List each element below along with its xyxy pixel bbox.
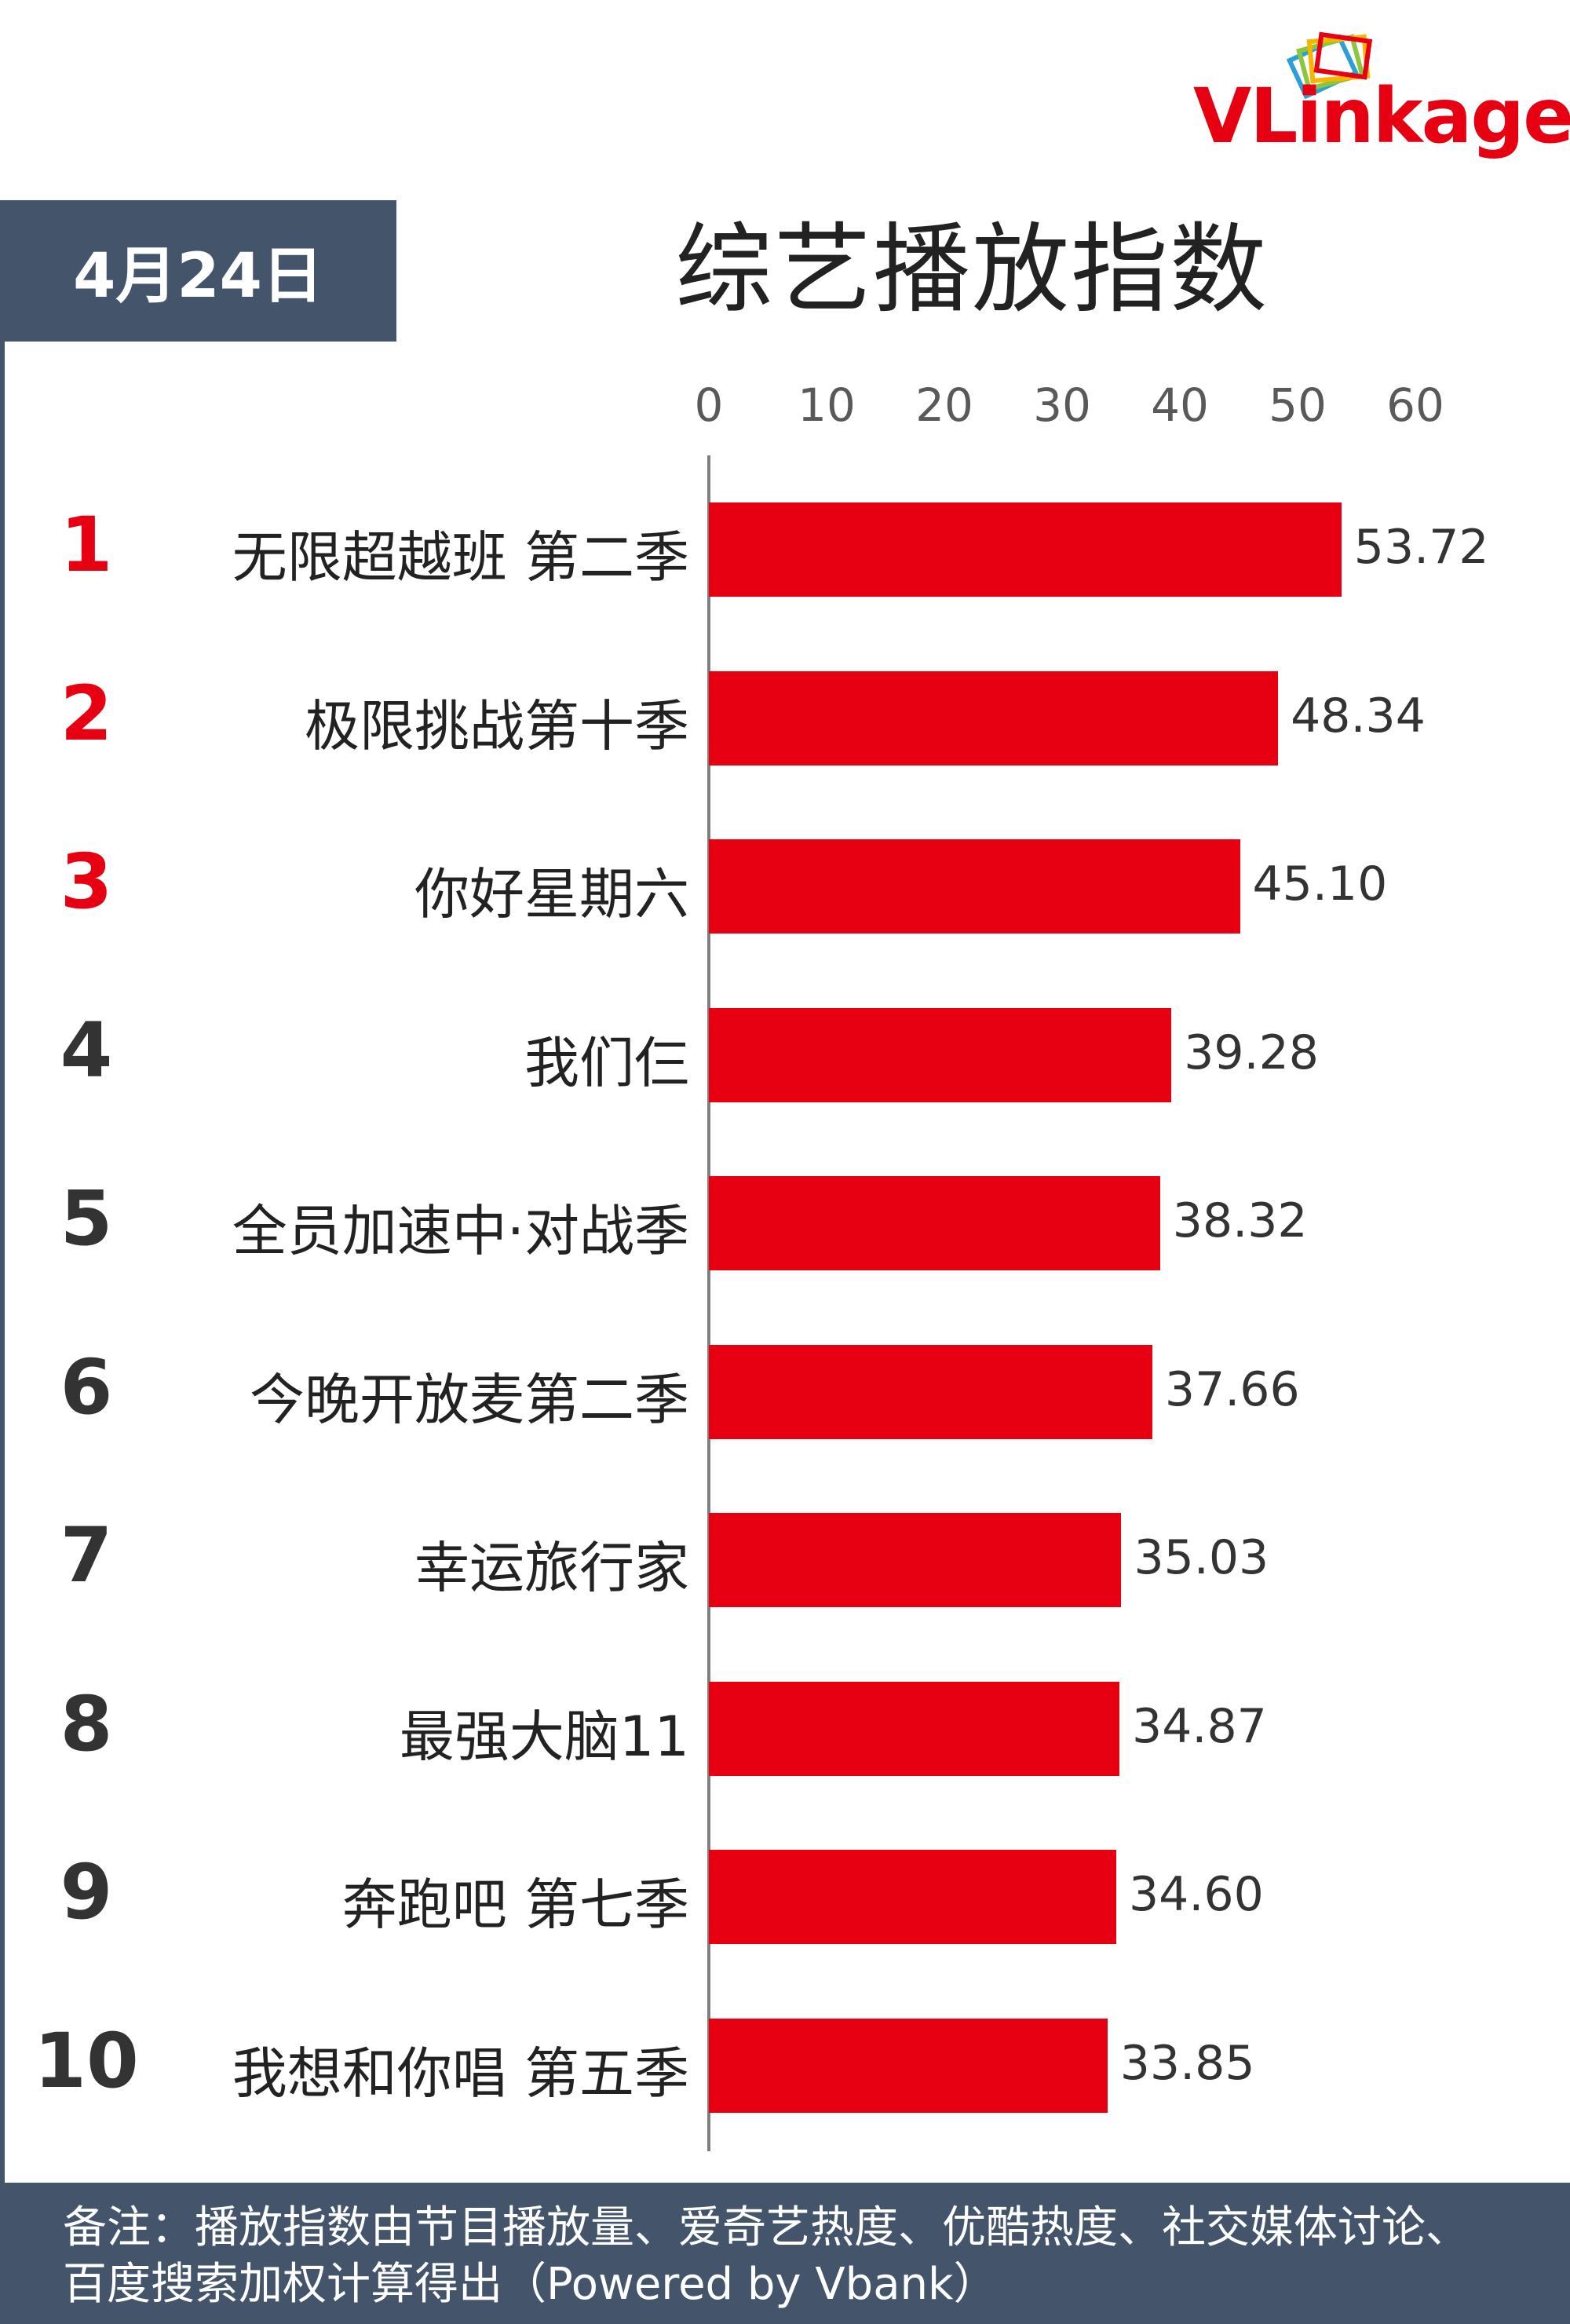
rank-number: 1 — [60, 501, 113, 589]
x-tick-label: 40 — [1151, 378, 1209, 432]
bar-value-label: 48.34 — [1291, 688, 1426, 744]
rank-number: 6 — [60, 1343, 113, 1431]
show-name-label: 最强大脑11 — [399, 1704, 689, 1769]
bar-value-label: 37.66 — [1164, 1361, 1300, 1417]
show-name-label: 今晚开放麦第二季 — [250, 1367, 689, 1432]
show-name-label: 我想和你唱 第五季 — [232, 2041, 689, 2106]
rank-number: 8 — [60, 1679, 113, 1768]
chart-title: 综艺播放指数 — [675, 214, 1269, 327]
show-name-label: 极限挑战第十季 — [305, 693, 689, 758]
bar-value-label: 34.87 — [1132, 1698, 1267, 1754]
rank-number: 10 — [34, 2016, 139, 2105]
x-tick-label: 60 — [1386, 378, 1444, 432]
show-name-label: 我们仨 — [524, 1030, 689, 1095]
bar-value-label: 38.32 — [1172, 1193, 1308, 1248]
x-tick-label: 20 — [915, 378, 973, 432]
bar — [709, 839, 1240, 934]
rank-number: 4 — [60, 1006, 113, 1094]
vlinkage-logo: VLinkage — [1193, 24, 1570, 173]
bar — [709, 1007, 1172, 1102]
bar — [709, 1176, 1160, 1270]
show-name-label: 奔跑吧 第七季 — [341, 1873, 689, 1937]
bar — [709, 1344, 1152, 1439]
show-name-label: 全员加速中·对战季 — [232, 1199, 689, 1263]
bar — [709, 1513, 1122, 1607]
x-tick-label: 30 — [1033, 378, 1091, 432]
x-tick-label: 0 — [694, 378, 724, 432]
logo-wordmark: VLinkage — [1193, 72, 1570, 160]
x-tick-label: 50 — [1269, 378, 1327, 432]
bar — [709, 1681, 1120, 1776]
footer-note-panel: 备注：播放指数由节目播放量、爱奇艺热度、优酷热度、社交媒体讨论、百度搜索加权计算… — [0, 2183, 1570, 2324]
left-accent-bar — [0, 200, 5, 2198]
bar — [709, 1850, 1116, 1944]
rank-number: 3 — [60, 838, 113, 926]
bar-value-label: 33.85 — [1119, 2035, 1255, 2091]
y-axis-line — [707, 455, 710, 2151]
bar-value-label: 45.10 — [1252, 857, 1388, 912]
bar-value-label: 53.72 — [1353, 520, 1489, 575]
bar — [709, 502, 1342, 597]
bar — [709, 671, 1279, 766]
rank-number: 7 — [60, 1511, 113, 1599]
rank-number: 9 — [60, 1848, 113, 1936]
date-badge: 4月24日 — [0, 200, 396, 342]
rank-number: 2 — [60, 669, 113, 758]
bar — [709, 2018, 1108, 2113]
x-tick-label: 10 — [798, 378, 856, 432]
logo-cards-icon — [1286, 31, 1373, 100]
bar-value-label: 35.03 — [1134, 1530, 1269, 1585]
show-name-label: 无限超越班 第二季 — [232, 525, 689, 590]
rank-number: 5 — [60, 1175, 113, 1262]
show-name-label: 你好星期六 — [414, 862, 689, 926]
bar-value-label: 39.28 — [1184, 1025, 1319, 1080]
show-name-label: 幸运旅行家 — [414, 1536, 689, 1600]
footer-note: 备注：播放指数由节目播放量、爱奇艺热度、优酷热度、社交媒体讨论、百度搜索加权计算… — [63, 2202, 1470, 2310]
bar-value-label: 34.60 — [1129, 1867, 1264, 1922]
